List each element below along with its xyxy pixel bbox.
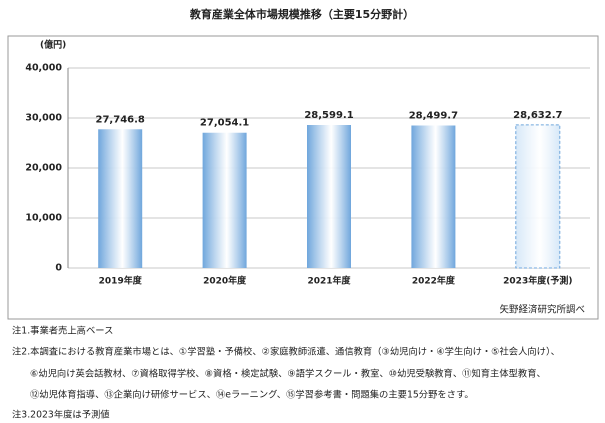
value-label: 28,632.7 <box>513 110 562 121</box>
source: 矢野経済研究所調べ <box>499 304 585 316</box>
x-tick-label: 2022年度 <box>412 275 456 287</box>
bar <box>202 132 247 268</box>
value-label: 27,746.8 <box>96 114 145 125</box>
y-tick-label: 40,000 <box>25 63 62 74</box>
note: 注3.2023年度は予測値 <box>12 409 110 421</box>
bar <box>98 129 143 268</box>
value-label: 27,054.1 <box>200 118 249 129</box>
value-label: 28,599.1 <box>304 110 353 121</box>
chart-title: 教育産業全体市場規模推移（主要15分野計） <box>189 7 414 21</box>
note: ⑥幼児向け英会話教材、⑦資格取得学校、⑧資格・検定試験、⑨語学スクール・教室、⑩… <box>30 368 546 380</box>
value-label: 28,499.7 <box>409 111 458 122</box>
bar <box>411 125 456 269</box>
y-tick-label: 10,000 <box>25 213 62 224</box>
y-tick-label: 20,000 <box>25 163 62 174</box>
x-tick-label: 2020年度 <box>203 275 247 287</box>
bar <box>515 124 561 269</box>
chart-frame <box>7 35 599 320</box>
y-tick-label: 0 <box>55 263 62 274</box>
y-axis-label: (億円) <box>40 39 66 51</box>
note: 注2.本調査における教育産業市場とは、①学習塾・予備校、②家庭教師派遣、通信教育… <box>12 346 560 358</box>
note: 注1.事業者売上高ベース <box>12 325 113 337</box>
y-tick-label: 30,000 <box>25 113 62 124</box>
x-tick-label: 2019年度 <box>99 275 143 287</box>
x-tick-label: 2023年度(予測) <box>503 275 572 287</box>
bar <box>307 125 351 268</box>
note: ⑫幼児体育指導、⑬企業向け研修サービス、⑭eラーニング、⑮学習参考書・問題集の主… <box>30 389 474 401</box>
x-tick-label: 2021年度 <box>307 275 351 287</box>
